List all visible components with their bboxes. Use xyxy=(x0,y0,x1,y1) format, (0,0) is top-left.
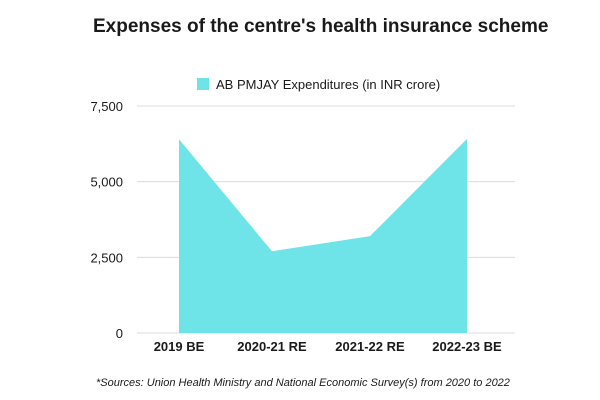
chart-title: Expenses of the centre's health insuranc… xyxy=(93,16,548,37)
x-tick-label: 2022-23 BE xyxy=(432,339,502,354)
x-tick-label: 2021-22 RE xyxy=(335,339,405,354)
series-area xyxy=(179,138,467,333)
y-tick-label: 7,500 xyxy=(90,99,123,114)
x-tick-label: 2020-21 RE xyxy=(237,339,307,354)
legend-label: AB PMJAY Expenditures (in INR crore) xyxy=(216,77,440,92)
y-tick-label: 2,500 xyxy=(90,250,123,265)
legend-swatch xyxy=(197,78,209,90)
y-tick-label: 0 xyxy=(116,326,123,341)
area-layer xyxy=(178,138,468,333)
x-tick-label: 2019 BE xyxy=(154,339,205,354)
x-axis: 2019 BE 2020-21 RE 2021-22 RE 2022-23 BE xyxy=(154,339,502,354)
y-axis: 0 2,500 5,000 7,500 xyxy=(90,99,123,341)
y-tick-label: 5,000 xyxy=(90,175,123,190)
source-note: *Sources: Union Health Ministry and Nati… xyxy=(96,377,510,389)
legend: AB PMJAY Expenditures (in INR crore) xyxy=(197,77,440,92)
